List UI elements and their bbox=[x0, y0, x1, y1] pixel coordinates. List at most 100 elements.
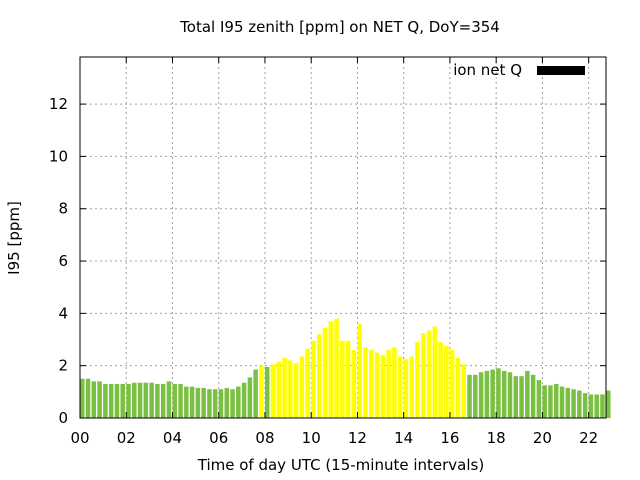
bar bbox=[184, 386, 189, 418]
bar bbox=[334, 318, 339, 418]
bar bbox=[536, 380, 542, 418]
bar bbox=[97, 381, 102, 418]
plot-frame bbox=[79, 56, 607, 419]
bar bbox=[108, 383, 114, 418]
bar bbox=[189, 386, 195, 418]
bar bbox=[582, 393, 588, 418]
chart-title: Total I95 zenith [ppm] on NET Q, DoY=354 bbox=[179, 18, 500, 36]
y-tick-label: 10 bbox=[49, 147, 68, 165]
legend-label: ion net Q bbox=[453, 61, 522, 79]
bar bbox=[241, 382, 247, 418]
bar bbox=[525, 370, 530, 418]
x-tick-label: 10 bbox=[302, 429, 321, 447]
bar bbox=[259, 365, 264, 418]
bar bbox=[461, 364, 467, 418]
legend: ion net Q bbox=[453, 61, 585, 79]
bar bbox=[299, 356, 305, 418]
bar bbox=[392, 347, 397, 418]
y-tick-label: 12 bbox=[49, 95, 68, 113]
bar bbox=[224, 387, 230, 418]
x-tick-label: 04 bbox=[163, 429, 182, 447]
x-tick-label: 12 bbox=[348, 429, 367, 447]
bar bbox=[513, 376, 519, 418]
bar bbox=[444, 346, 449, 418]
bar bbox=[548, 385, 553, 418]
bar bbox=[432, 326, 438, 418]
bar bbox=[530, 374, 536, 418]
bar bbox=[507, 372, 513, 418]
bar bbox=[316, 334, 322, 418]
bar bbox=[80, 378, 85, 418]
bar bbox=[571, 389, 576, 418]
bar bbox=[201, 387, 206, 418]
bar bbox=[247, 377, 253, 418]
bar bbox=[218, 389, 224, 418]
x-tick-label: 00 bbox=[70, 429, 89, 447]
x-tick-label: 20 bbox=[533, 429, 552, 447]
grid bbox=[80, 57, 606, 418]
bar bbox=[230, 389, 235, 418]
bar bbox=[120, 383, 125, 418]
bar bbox=[357, 323, 362, 418]
bar bbox=[386, 349, 391, 418]
bar bbox=[606, 390, 611, 418]
bar bbox=[351, 349, 357, 418]
bar bbox=[369, 349, 374, 418]
bar bbox=[380, 355, 386, 418]
bar bbox=[519, 376, 524, 418]
bar bbox=[212, 389, 218, 418]
bar bbox=[311, 340, 316, 418]
bar bbox=[264, 366, 270, 418]
bar bbox=[328, 321, 334, 418]
bar bbox=[403, 359, 409, 418]
bar bbox=[322, 327, 328, 418]
bar bbox=[553, 383, 559, 418]
bar bbox=[288, 360, 293, 418]
bar bbox=[143, 382, 149, 418]
bar bbox=[438, 342, 443, 418]
x-tick-label: 08 bbox=[255, 429, 274, 447]
bar bbox=[114, 383, 120, 418]
bar bbox=[415, 342, 420, 418]
x-tick-label: 02 bbox=[117, 429, 136, 447]
bar bbox=[501, 370, 507, 418]
bar bbox=[421, 332, 426, 418]
bar bbox=[345, 340, 351, 418]
bar bbox=[178, 383, 183, 418]
bar bbox=[91, 381, 97, 418]
bar bbox=[449, 349, 455, 418]
bar bbox=[600, 394, 605, 418]
bar bbox=[478, 372, 484, 418]
x-tick-label: 18 bbox=[487, 429, 506, 447]
x-tick-label: 16 bbox=[440, 429, 459, 447]
legend-swatch bbox=[537, 66, 585, 75]
y-tick-label: 0 bbox=[58, 409, 68, 427]
bar bbox=[588, 394, 594, 418]
bar bbox=[126, 383, 131, 418]
bar bbox=[496, 368, 501, 418]
bar bbox=[293, 363, 299, 418]
x-tick-label: 22 bbox=[579, 429, 598, 447]
bar bbox=[149, 382, 154, 418]
y-tick-label: 2 bbox=[58, 357, 68, 375]
x-axis-label: Time of day UTC (15-minute intervals) bbox=[197, 456, 484, 474]
bar bbox=[270, 364, 276, 418]
bar bbox=[490, 369, 495, 418]
bar bbox=[594, 394, 599, 418]
bar bbox=[565, 387, 571, 418]
bar bbox=[542, 385, 547, 418]
bar bbox=[305, 348, 310, 418]
bar bbox=[363, 347, 368, 418]
bar bbox=[137, 382, 143, 418]
bar bbox=[207, 389, 212, 418]
y-tick-label: 8 bbox=[58, 200, 68, 218]
bar bbox=[409, 356, 414, 418]
bar bbox=[166, 381, 172, 418]
bars bbox=[80, 318, 611, 418]
x-tick-label: 06 bbox=[209, 429, 228, 447]
bar bbox=[282, 357, 287, 418]
bar bbox=[195, 387, 201, 418]
bar bbox=[473, 374, 478, 418]
